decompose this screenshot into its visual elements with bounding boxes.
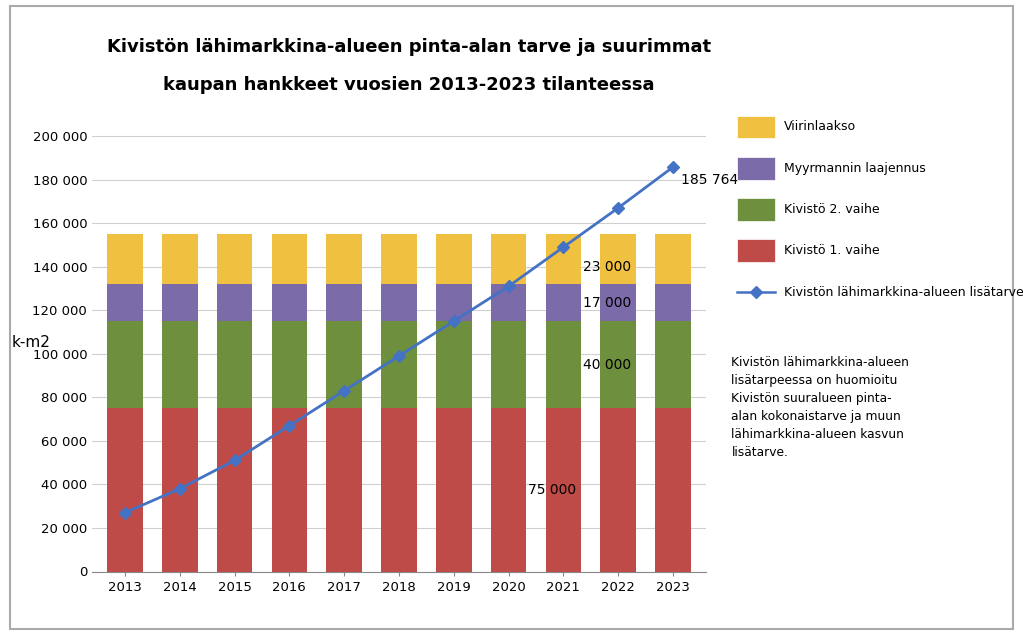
Bar — [107, 234, 143, 284]
Text: 23 000: 23 000 — [582, 260, 631, 274]
Text: 185 764: 185 764 — [681, 173, 739, 187]
Bar — [491, 408, 527, 572]
Text: Kivistö 1. vaihe: Kivistö 1. vaihe — [784, 244, 879, 257]
Bar — [271, 284, 307, 321]
Bar — [217, 284, 253, 321]
Text: Kivistön lähimarkkina-alueen
lisätarpeessa on huomioitu
Kivistön suuralueen pint: Kivistön lähimarkkina-alueen lisätarpees… — [731, 356, 909, 458]
Bar — [545, 321, 581, 408]
Bar — [655, 408, 691, 572]
Bar — [436, 284, 472, 321]
Bar — [271, 321, 307, 408]
Bar — [326, 321, 362, 408]
Y-axis label: k-m2: k-m2 — [11, 335, 50, 351]
Bar — [326, 234, 362, 284]
Bar — [545, 234, 581, 284]
Text: kaupan hankkeet vuosien 2013-2023 tilanteessa: kaupan hankkeet vuosien 2013-2023 tilant… — [164, 76, 655, 94]
Bar — [382, 234, 416, 284]
Bar — [162, 321, 197, 408]
Bar — [217, 234, 253, 284]
Bar — [217, 408, 253, 572]
Bar — [382, 408, 416, 572]
Bar — [491, 321, 527, 408]
Bar — [601, 284, 636, 321]
Bar — [107, 284, 143, 321]
Bar — [326, 408, 362, 572]
Bar — [382, 284, 416, 321]
Text: Viirinlaakso: Viirinlaakso — [784, 121, 856, 133]
Bar — [162, 284, 197, 321]
Text: Kivistön lähimarkkina-alueen pinta-alan tarve ja suurimmat: Kivistön lähimarkkina-alueen pinta-alan … — [107, 38, 711, 56]
Bar — [545, 284, 581, 321]
Bar — [271, 234, 307, 284]
Text: 40 000: 40 000 — [582, 358, 631, 371]
Bar — [655, 321, 691, 408]
Bar — [271, 408, 307, 572]
Bar — [655, 234, 691, 284]
Bar — [107, 321, 143, 408]
Text: Kivistön lähimarkkina-alueen lisätarve: Kivistön lähimarkkina-alueen lisätarve — [784, 286, 1023, 298]
Bar — [655, 284, 691, 321]
Bar — [162, 234, 197, 284]
Bar — [545, 408, 581, 572]
Bar — [491, 234, 527, 284]
Bar — [326, 284, 362, 321]
Bar — [436, 234, 472, 284]
Text: Myyrmannin laajennus: Myyrmannin laajennus — [784, 162, 926, 175]
Bar — [601, 408, 636, 572]
Bar — [436, 321, 472, 408]
Text: 75 000: 75 000 — [528, 483, 576, 497]
Bar — [436, 408, 472, 572]
Bar — [491, 284, 527, 321]
Bar — [217, 321, 253, 408]
Text: Kivistö 2. vaihe: Kivistö 2. vaihe — [784, 203, 879, 216]
Bar — [107, 408, 143, 572]
Bar — [162, 408, 197, 572]
Bar — [601, 321, 636, 408]
Bar — [382, 321, 416, 408]
Text: 17 000: 17 000 — [582, 296, 631, 310]
Bar — [601, 234, 636, 284]
